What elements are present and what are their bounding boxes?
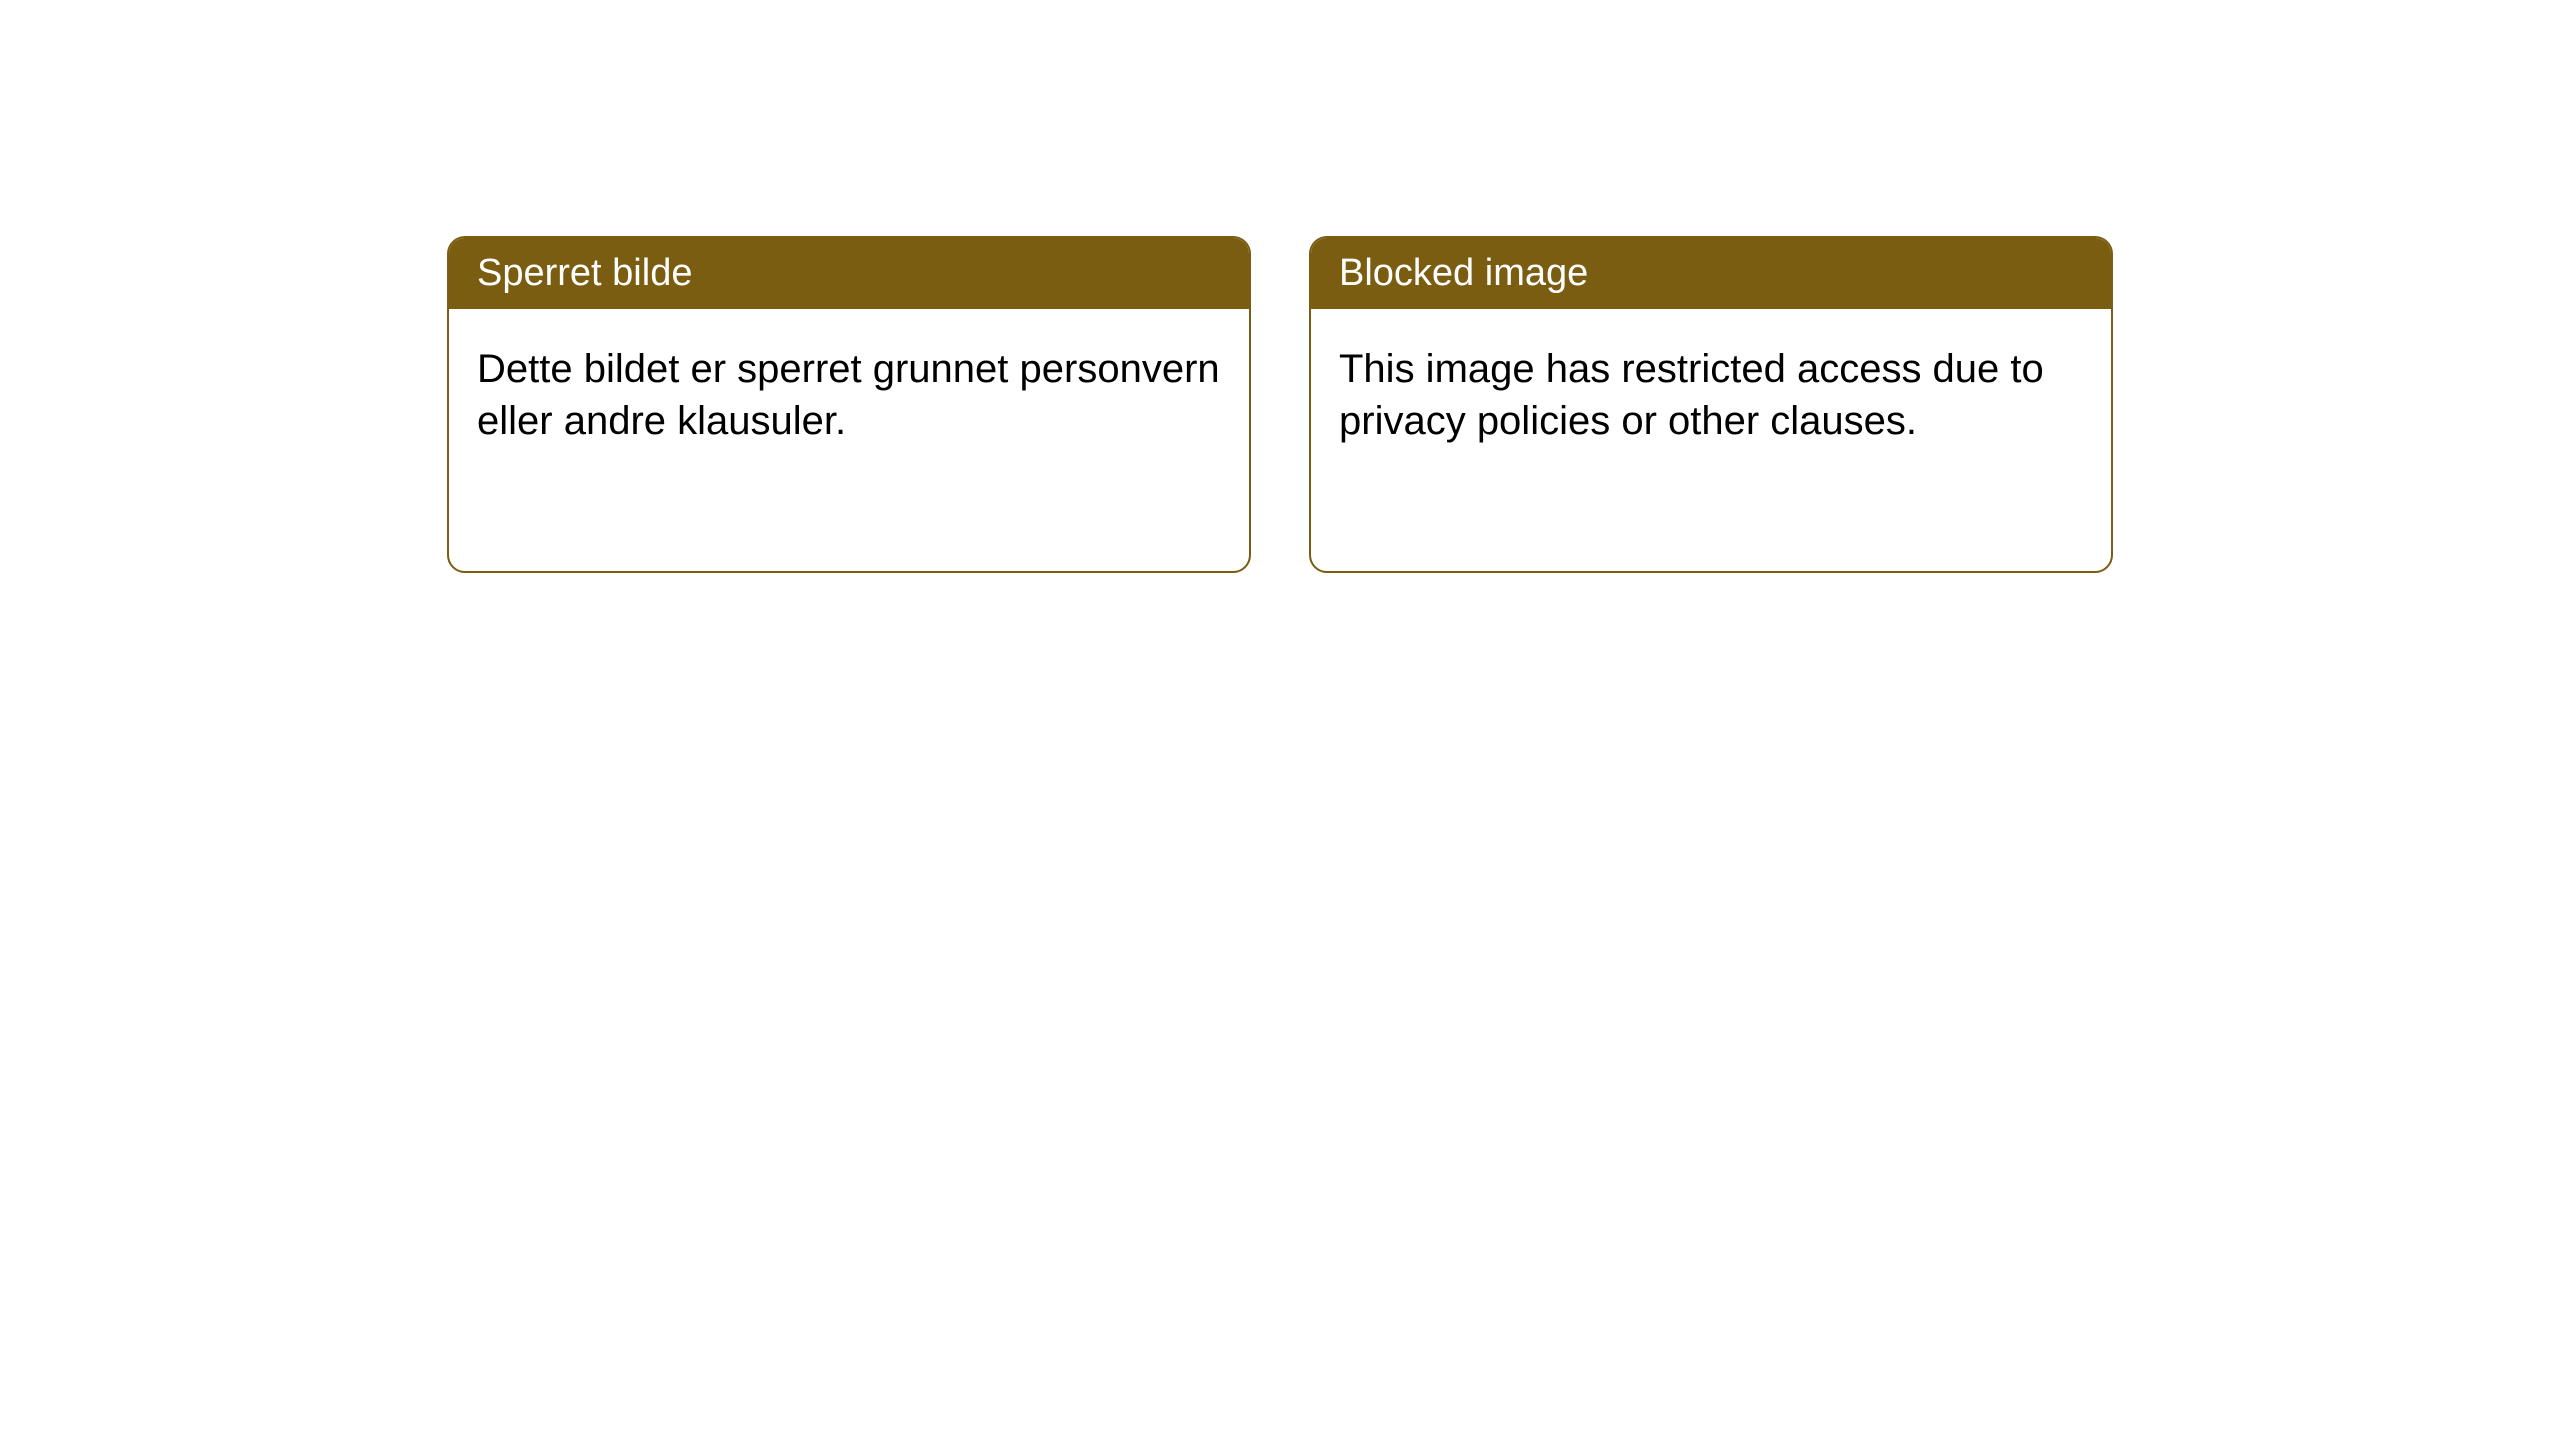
card-title: Sperret bilde — [477, 252, 692, 294]
card-header: Sperret bilde — [449, 238, 1249, 309]
card-body-text: This image has restricted access due to … — [1339, 347, 2044, 443]
card-norwegian: Sperret bilde Dette bildet er sperret gr… — [447, 236, 1251, 573]
card-body-text: Dette bildet er sperret grunnet personve… — [477, 347, 1220, 443]
card-english: Blocked image This image has restricted … — [1309, 236, 2113, 573]
card-header: Blocked image — [1311, 238, 2111, 309]
card-body: Dette bildet er sperret grunnet personve… — [449, 309, 1249, 481]
card-title: Blocked image — [1339, 252, 1588, 294]
card-body: This image has restricted access due to … — [1311, 309, 2111, 481]
cards-container: Sperret bilde Dette bildet er sperret gr… — [447, 236, 2113, 573]
